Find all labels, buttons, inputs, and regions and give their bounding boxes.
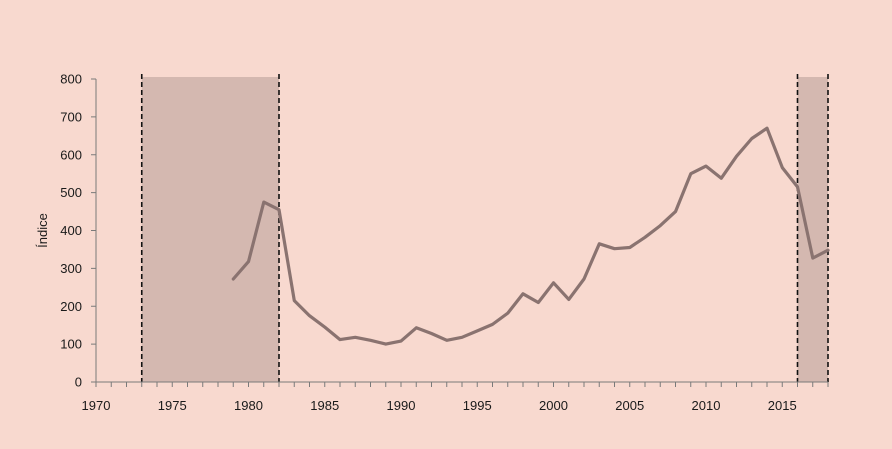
x-tick-label: 2000	[539, 398, 568, 413]
y-tick-label: 600	[60, 147, 82, 162]
series-line-0	[231, 126, 830, 346]
shaded-period-0	[141, 77, 279, 382]
shaded-period-1	[797, 77, 828, 382]
y-tick-label: 0	[75, 375, 82, 390]
x-tick-label: 2005	[615, 398, 644, 413]
x-tick-label: 1980	[234, 398, 263, 413]
y-tick-label: 400	[60, 223, 82, 238]
x-tick-label: 2010	[692, 398, 721, 413]
tick-labels: 0 100 200 300 400 500 600 700 800 1970 1975 1980 198…	[60, 72, 796, 414]
y-tick-label: 300	[60, 261, 82, 276]
y-tick-label: 800	[60, 72, 82, 87]
y-tick-label: 200	[60, 299, 82, 314]
x-tick-label: 1990	[387, 398, 416, 413]
x-tick-label: 2015	[768, 398, 797, 413]
x-tick-label: 1975	[158, 398, 187, 413]
y-tick-label: 100	[60, 337, 82, 352]
axes	[91, 78, 829, 387]
x-tick-label: 1985	[310, 398, 339, 413]
series-layer	[231, 126, 830, 346]
x-tick-label: 1995	[463, 398, 492, 413]
x-tick-label: 1970	[82, 398, 111, 413]
y-tick-label: 700	[60, 109, 82, 124]
shaded-periods	[140, 74, 829, 382]
y-tick-label: 500	[60, 185, 82, 200]
y-axis-title: Índice	[35, 213, 50, 248]
